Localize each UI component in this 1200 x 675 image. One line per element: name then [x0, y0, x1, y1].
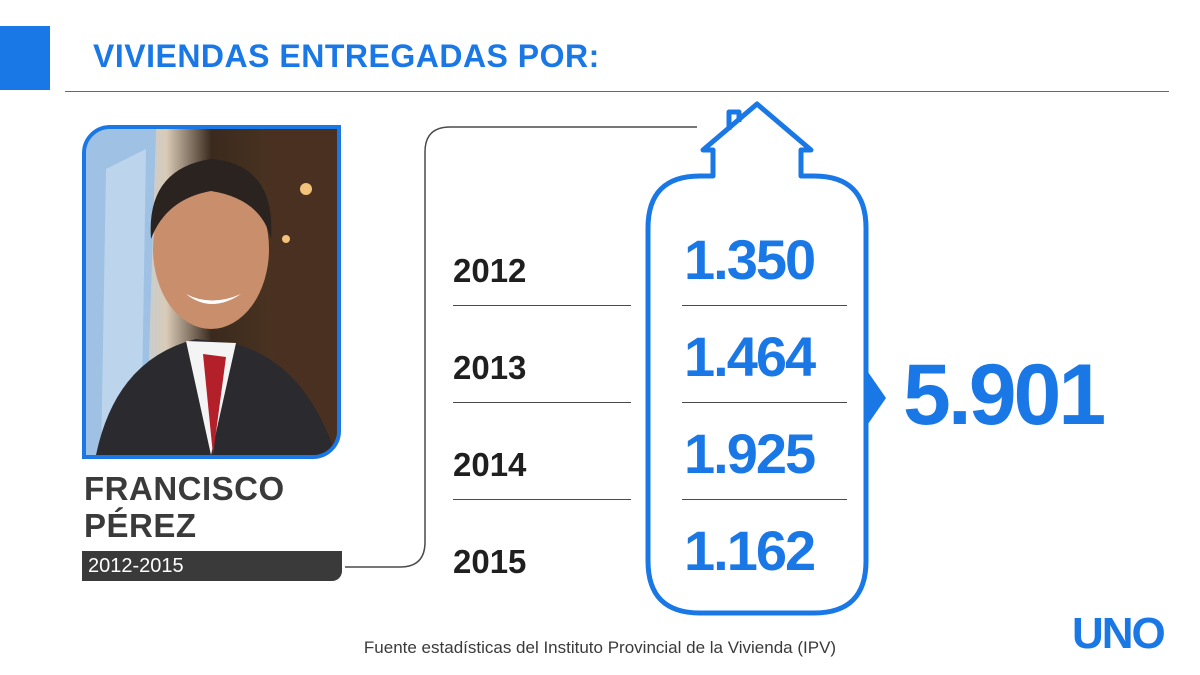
person-name-first: FRANCISCO [84, 470, 285, 507]
value-label: 1.464 [684, 325, 816, 388]
house-icon [645, 101, 869, 616]
year-label: 2015 [453, 543, 527, 580]
person-name-last: PÉREZ [84, 507, 197, 544]
arrow-right-icon [868, 372, 886, 424]
brand-logo: UNO [1072, 609, 1166, 658]
row-divider-right [682, 499, 847, 500]
year-label: 2013 [453, 349, 527, 386]
connector-line [345, 126, 697, 568]
period-badge: 2012-2015 [82, 551, 342, 581]
person-photo [82, 125, 341, 459]
source-note: Fuente estadísticas del Instituto Provin… [363, 638, 837, 657]
row-divider-left [453, 305, 631, 306]
chimney-icon [726, 109, 742, 130]
row-divider-right [682, 402, 847, 403]
person-name: FRANCISCO PÉREZ [84, 470, 344, 544]
year-label: 2014 [453, 446, 527, 483]
value-label: 1.350 [684, 228, 816, 291]
page-title: VIVIENDAS ENTREGADAS POR: [93, 38, 600, 74]
total-value: 5.901 [903, 347, 1106, 443]
row-divider-right [682, 305, 847, 306]
year-label: 2012 [453, 252, 527, 289]
title-divider [65, 91, 1169, 92]
row-divider-left [453, 402, 631, 403]
value-label: 1.162 [684, 519, 816, 582]
value-label: 1.925 [684, 422, 816, 485]
accent-block [0, 26, 50, 90]
row-divider-left [453, 499, 631, 500]
person-photo-illustration [86, 129, 337, 455]
